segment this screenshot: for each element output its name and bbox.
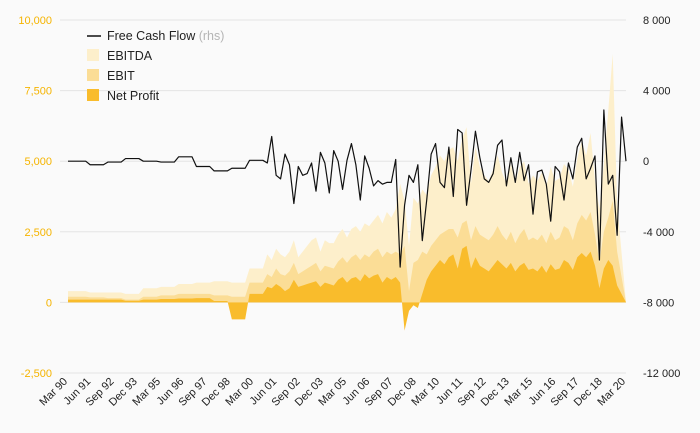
legend-ebit-label: EBIT: [107, 69, 135, 83]
right-tick-label: 4 000: [643, 86, 671, 98]
right-tick-label: -4 000: [643, 227, 674, 239]
legend-net-profit-label: Net Profit: [107, 89, 160, 103]
legend-ebit-swatch: [87, 69, 99, 81]
left-tick-label: 5,000: [24, 156, 52, 168]
left-tick-label: 2,500: [24, 227, 52, 239]
right-axis-ticks: -12 000 -8 000 -4 000 0 4 000 8 000: [643, 15, 680, 380]
right-tick-label: 8 000: [643, 15, 671, 27]
right-tick-label: 0: [643, 156, 649, 168]
fcf-line: [68, 109, 627, 268]
legend-ebitda-swatch: [87, 49, 99, 61]
area-series: [68, 53, 626, 331]
legend-ebitda-label: EBITDA: [107, 49, 153, 63]
legend-fcf-note: (rhs): [199, 29, 225, 43]
left-tick-label: 10,000: [18, 15, 52, 27]
legend: Free Cash Flow (rhs) EBITDA EBIT Net Pro…: [87, 29, 224, 103]
left-tick-label: 0: [46, 297, 52, 309]
right-tick-label: -8 000: [643, 297, 674, 309]
legend-fcf-name: Free Cash Flow: [107, 29, 196, 43]
legend-net-profit-swatch: [87, 89, 99, 101]
right-tick-label: -12 000: [643, 368, 680, 380]
left-axis-ticks: -2,500 0 2,500 5,000 7,500 10,000: [18, 15, 52, 380]
legend-fcf-label: Free Cash Flow (rhs): [107, 29, 224, 43]
left-tick-label: 7,500: [24, 86, 52, 98]
left-tick-label: -2,500: [21, 368, 52, 380]
net-profit-area: [68, 245, 626, 331]
